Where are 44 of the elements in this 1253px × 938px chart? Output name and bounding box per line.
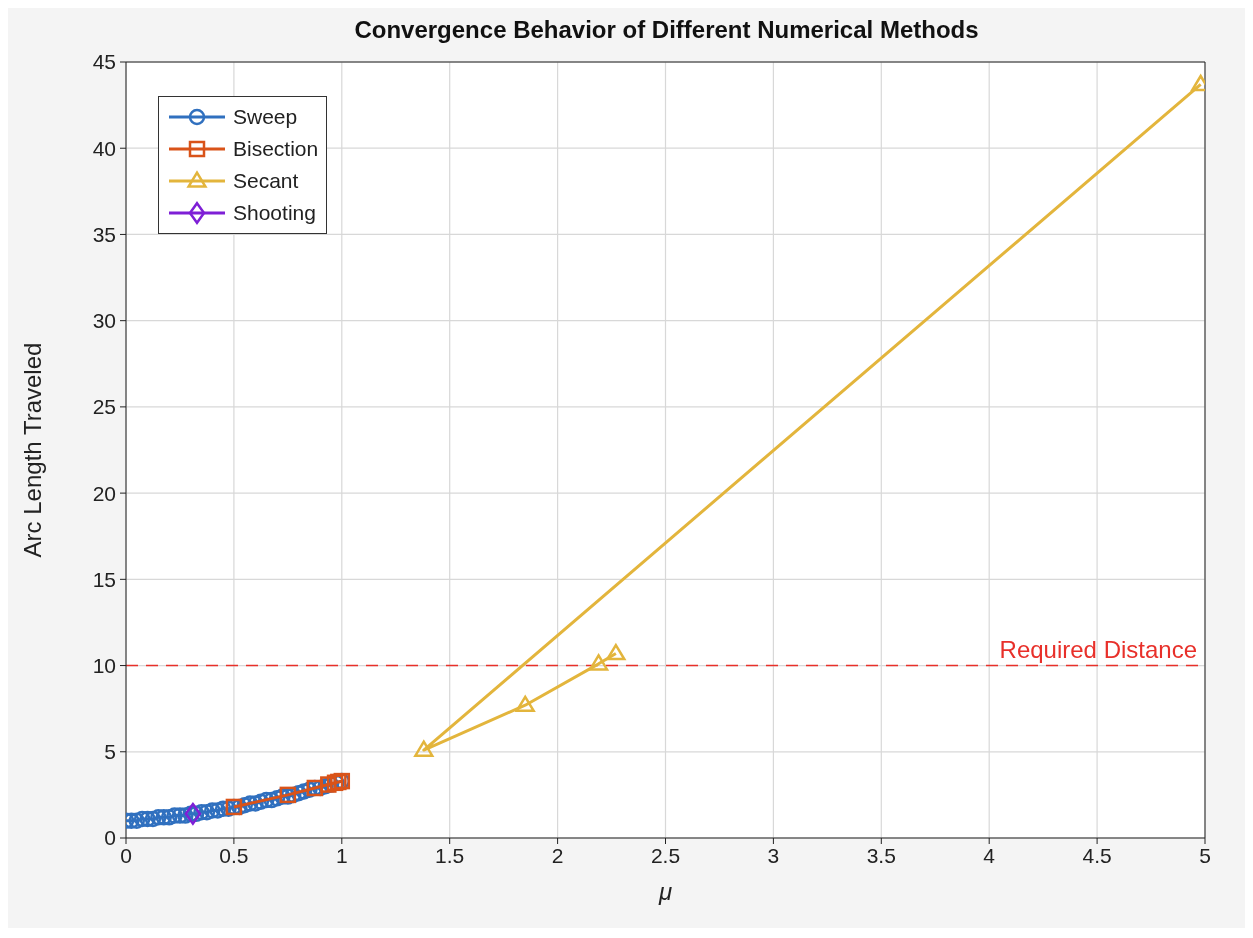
x-tick-label: 0.5 bbox=[219, 843, 249, 867]
x-tick-label: 2.5 bbox=[650, 843, 681, 867]
x-tick-label: 1 bbox=[335, 843, 348, 867]
x-tick-label: 4.5 bbox=[1082, 843, 1112, 867]
point bbox=[588, 654, 609, 671]
legend-label: Shooting bbox=[233, 201, 316, 225]
point bbox=[166, 807, 183, 824]
point bbox=[198, 803, 216, 821]
ref-line-label: Required Distance bbox=[999, 635, 1197, 663]
point bbox=[515, 695, 535, 713]
point bbox=[144, 810, 162, 828]
y-tick-label: 45 bbox=[92, 50, 116, 74]
point bbox=[139, 810, 156, 828]
y-tick-label: 10 bbox=[92, 654, 116, 678]
chart-title: Convergence Behavior of Different Numerical Methods bbox=[354, 16, 979, 43]
point bbox=[606, 643, 626, 661]
point bbox=[150, 809, 167, 826]
x-tick-label: 5 bbox=[1199, 843, 1211, 867]
y-tick-label: 35 bbox=[92, 222, 116, 246]
y-tick-label: 25 bbox=[92, 395, 116, 419]
legend-label: Sweep bbox=[233, 105, 298, 129]
x-tick-label: 1.5 bbox=[435, 843, 465, 867]
x-tick-label: 4 bbox=[983, 843, 996, 867]
point bbox=[128, 812, 146, 830]
point bbox=[209, 802, 226, 819]
point bbox=[160, 809, 178, 826]
y-axis-title: Arc Length Traveled bbox=[18, 342, 46, 558]
legend-label: Bisection bbox=[233, 137, 319, 161]
x-tick-label: 0 bbox=[120, 843, 132, 867]
point bbox=[204, 802, 221, 819]
x-tick-label: 3.5 bbox=[866, 843, 896, 867]
y-tick-label: 40 bbox=[92, 136, 116, 160]
x-tick-label: 2 bbox=[551, 843, 564, 867]
point bbox=[133, 810, 151, 828]
legend-label: Secant bbox=[233, 169, 299, 193]
point bbox=[414, 740, 434, 757]
y-tick-label: 30 bbox=[92, 309, 116, 333]
y-tick-label: 0 bbox=[104, 826, 116, 850]
y-tick-label: 15 bbox=[92, 567, 116, 591]
point bbox=[155, 809, 173, 826]
x-tick-label: 3 bbox=[767, 843, 780, 867]
y-tick-label: 5 bbox=[104, 740, 116, 764]
y-tick-label: 20 bbox=[92, 481, 116, 505]
x-axis-title: μ bbox=[657, 878, 673, 905]
